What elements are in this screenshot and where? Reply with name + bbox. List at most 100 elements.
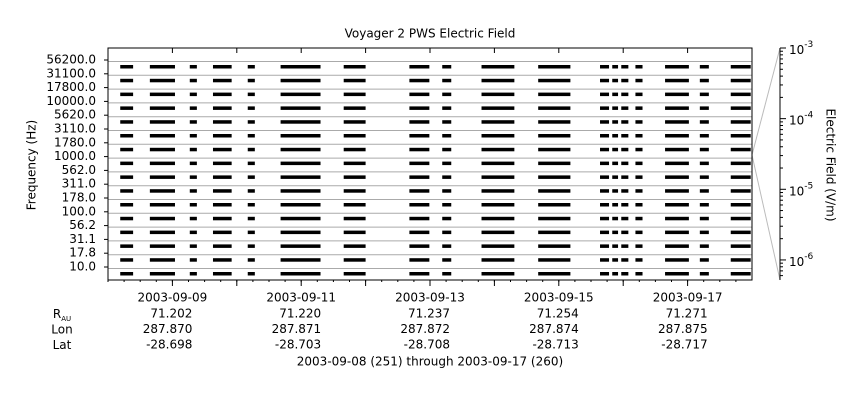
data-segment (481, 134, 515, 138)
data-segment (600, 272, 610, 276)
data-segment (665, 216, 689, 221)
ephemeris-value: -28.698 (146, 338, 192, 352)
data-segment (730, 258, 751, 262)
data-segment (120, 161, 134, 166)
data-segment (600, 189, 610, 193)
data-segment (280, 147, 321, 152)
data-segment (665, 189, 689, 193)
y-tick-label: 311.0 (62, 177, 96, 191)
data-segment (442, 203, 452, 207)
y2-tick-label: 10-5 (789, 181, 813, 198)
data-segment (665, 134, 689, 138)
y-tick-label: 10.0 (69, 260, 96, 274)
ephemeris-value: -28.717 (661, 338, 707, 352)
data-segment (730, 161, 751, 166)
data-segment (730, 147, 751, 152)
data-segment (481, 120, 515, 124)
data-segment (665, 258, 689, 262)
connector (751, 154, 781, 281)
data-segment (635, 92, 643, 97)
data-segment (442, 175, 452, 179)
data-segment (621, 189, 629, 193)
data-segment (212, 189, 232, 193)
data-segment (189, 189, 197, 193)
y2-tick-exponent: -4 (804, 110, 813, 120)
data-segment (280, 203, 321, 207)
ephemeris-value: 71.271 (666, 307, 708, 321)
data-segment (149, 244, 175, 248)
data-segment (612, 175, 619, 179)
y2-tick-base: 10 (789, 184, 804, 198)
data-segment (600, 106, 610, 110)
data-segment (120, 244, 134, 248)
data-segment (247, 106, 255, 110)
y2-tick-exponent: -5 (804, 181, 813, 191)
data-segment (481, 65, 515, 69)
data-segment (665, 161, 689, 166)
data-segment (481, 230, 515, 235)
data-segment (665, 92, 689, 97)
data-segment (409, 216, 430, 221)
data-segment (409, 92, 430, 97)
data-segment (149, 120, 175, 124)
data-segment (120, 106, 134, 110)
data-segment (481, 272, 515, 276)
data-segment (665, 230, 689, 235)
data-segment (343, 216, 366, 221)
data-segment (409, 258, 430, 262)
data-segment (635, 161, 643, 166)
ephemeris-label-text: Lon (51, 322, 72, 336)
data-segment (343, 106, 366, 110)
data-segment (280, 258, 321, 262)
data-segment (149, 161, 175, 166)
data-segment (409, 134, 430, 138)
data-segment (409, 175, 430, 179)
data-segment (189, 230, 197, 235)
data-segment (149, 272, 175, 276)
data-segment (212, 106, 232, 110)
y2-tick-label: 10-6 (789, 251, 814, 268)
data-segment (247, 134, 255, 138)
data-segment (635, 272, 643, 276)
data-segment (612, 230, 619, 235)
y-tick-label: 56200.0 (46, 53, 96, 67)
data-segment (699, 92, 709, 97)
data-segment (212, 230, 232, 235)
data-segment (699, 175, 709, 179)
data-segment (343, 272, 366, 276)
data-segment (600, 78, 610, 83)
data-segment (343, 65, 366, 69)
data-segment (280, 106, 321, 110)
data-segment (120, 203, 134, 207)
data-segment (212, 258, 232, 262)
data-segment (600, 258, 610, 262)
data-segment (409, 120, 430, 124)
data-segment (189, 203, 197, 207)
data-segment (481, 175, 515, 179)
y2-tick-base: 10 (789, 254, 804, 268)
ephemeris-label-text: Lat (53, 338, 72, 352)
data-segment (730, 134, 751, 138)
data-segment (442, 258, 452, 262)
data-segment (149, 216, 175, 221)
data-segment (665, 272, 689, 276)
data-segment (409, 147, 430, 152)
data-segment (621, 65, 629, 69)
ephemeris-value: 71.254 (537, 307, 579, 321)
data-segment (442, 78, 452, 83)
data-segment (247, 120, 255, 124)
data-segment (343, 147, 366, 152)
data-segment (149, 147, 175, 152)
data-segment (635, 189, 643, 193)
data-segment (149, 92, 175, 97)
data-segment (600, 65, 610, 69)
data-segment (343, 92, 366, 97)
data-segment (600, 120, 610, 124)
data-segment (189, 161, 197, 166)
y-tick-label: 1780.0 (54, 135, 96, 149)
data-segment (247, 272, 255, 276)
data-segment (612, 106, 619, 110)
data-segment (212, 120, 232, 124)
data-segment (730, 216, 751, 221)
data-segment (442, 106, 452, 110)
